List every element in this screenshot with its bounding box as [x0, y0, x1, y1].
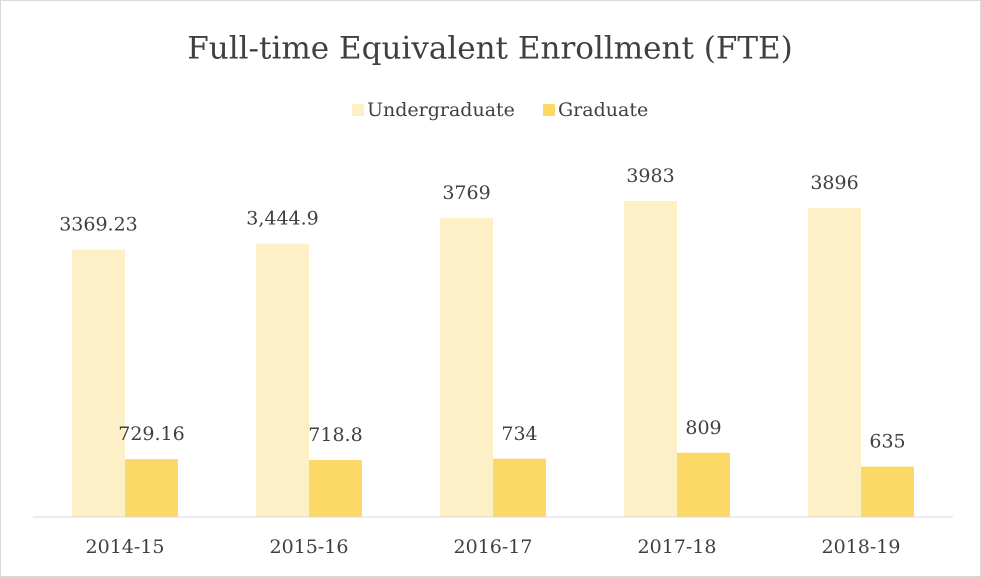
x-tick-label: 2014-15 [86, 536, 165, 558]
data-label: 3896 [810, 172, 858, 194]
x-tick-label: 2016-17 [454, 536, 533, 558]
bar [125, 459, 178, 517]
bar [493, 458, 546, 517]
data-label: 3369.23 [59, 214, 138, 236]
bar [861, 466, 914, 517]
legend-label: Undergraduate [367, 99, 515, 121]
bar [624, 201, 677, 518]
bar [440, 217, 493, 517]
legend-swatch [543, 104, 555, 116]
data-label: 3,444.9 [246, 208, 319, 230]
x-tick-label: 2018-19 [822, 536, 901, 558]
data-label: 635 [869, 431, 905, 453]
data-label: 809 [685, 417, 721, 439]
legend-swatch [352, 104, 364, 116]
bar [677, 452, 730, 517]
data-label: 3769 [442, 182, 490, 204]
chart-title: Full-time Equivalent Enrollment (FTE) [187, 31, 793, 67]
bar [256, 243, 309, 518]
data-label: 3983 [626, 165, 674, 187]
legend-label: Graduate [558, 99, 648, 121]
bar [808, 207, 861, 517]
bar [309, 459, 362, 517]
x-tick-label: 2017-18 [638, 536, 717, 558]
data-label: 729.16 [118, 423, 184, 445]
x-tick-label: 2015-16 [270, 536, 349, 558]
data-label: 734 [501, 423, 537, 445]
data-label: 718.8 [308, 424, 362, 446]
bar [72, 249, 125, 517]
